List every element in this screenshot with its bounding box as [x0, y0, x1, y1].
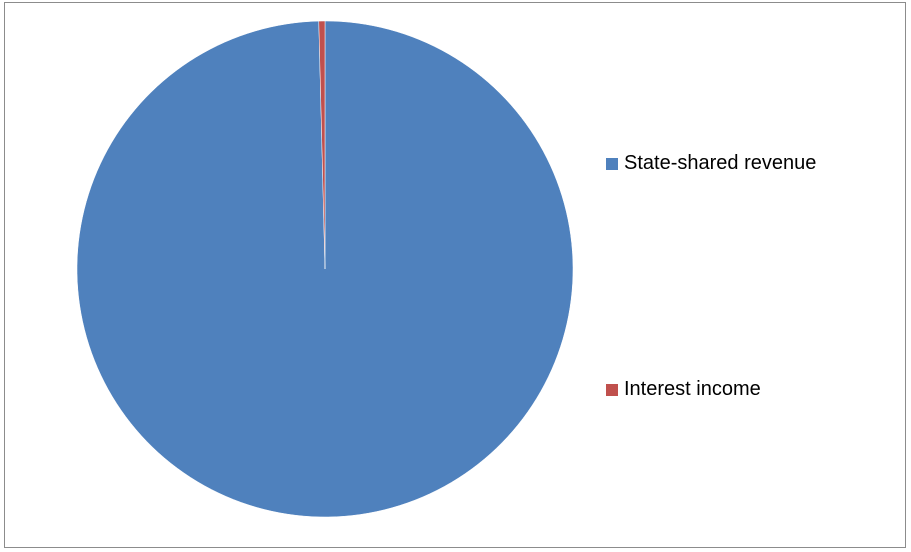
pie-slices [76, 20, 574, 518]
pie-chart [76, 20, 574, 518]
legend-label-state-shared-revenue: State-shared revenue [624, 152, 817, 174]
legend-swatch-state-shared-revenue [606, 157, 618, 170]
pie-slice-interest-income [318, 20, 326, 270]
legend-label-interest-income: Interest income [624, 378, 761, 400]
chart-legend: State-shared revenue Interest income [606, 3, 896, 549]
legend-item-state-shared-revenue: State-shared revenue [606, 152, 816, 175]
chart-frame: State-shared revenue Interest income [4, 2, 906, 548]
legend-item-interest-income: Interest income [606, 378, 761, 401]
legend-swatch-interest-income [606, 383, 618, 396]
